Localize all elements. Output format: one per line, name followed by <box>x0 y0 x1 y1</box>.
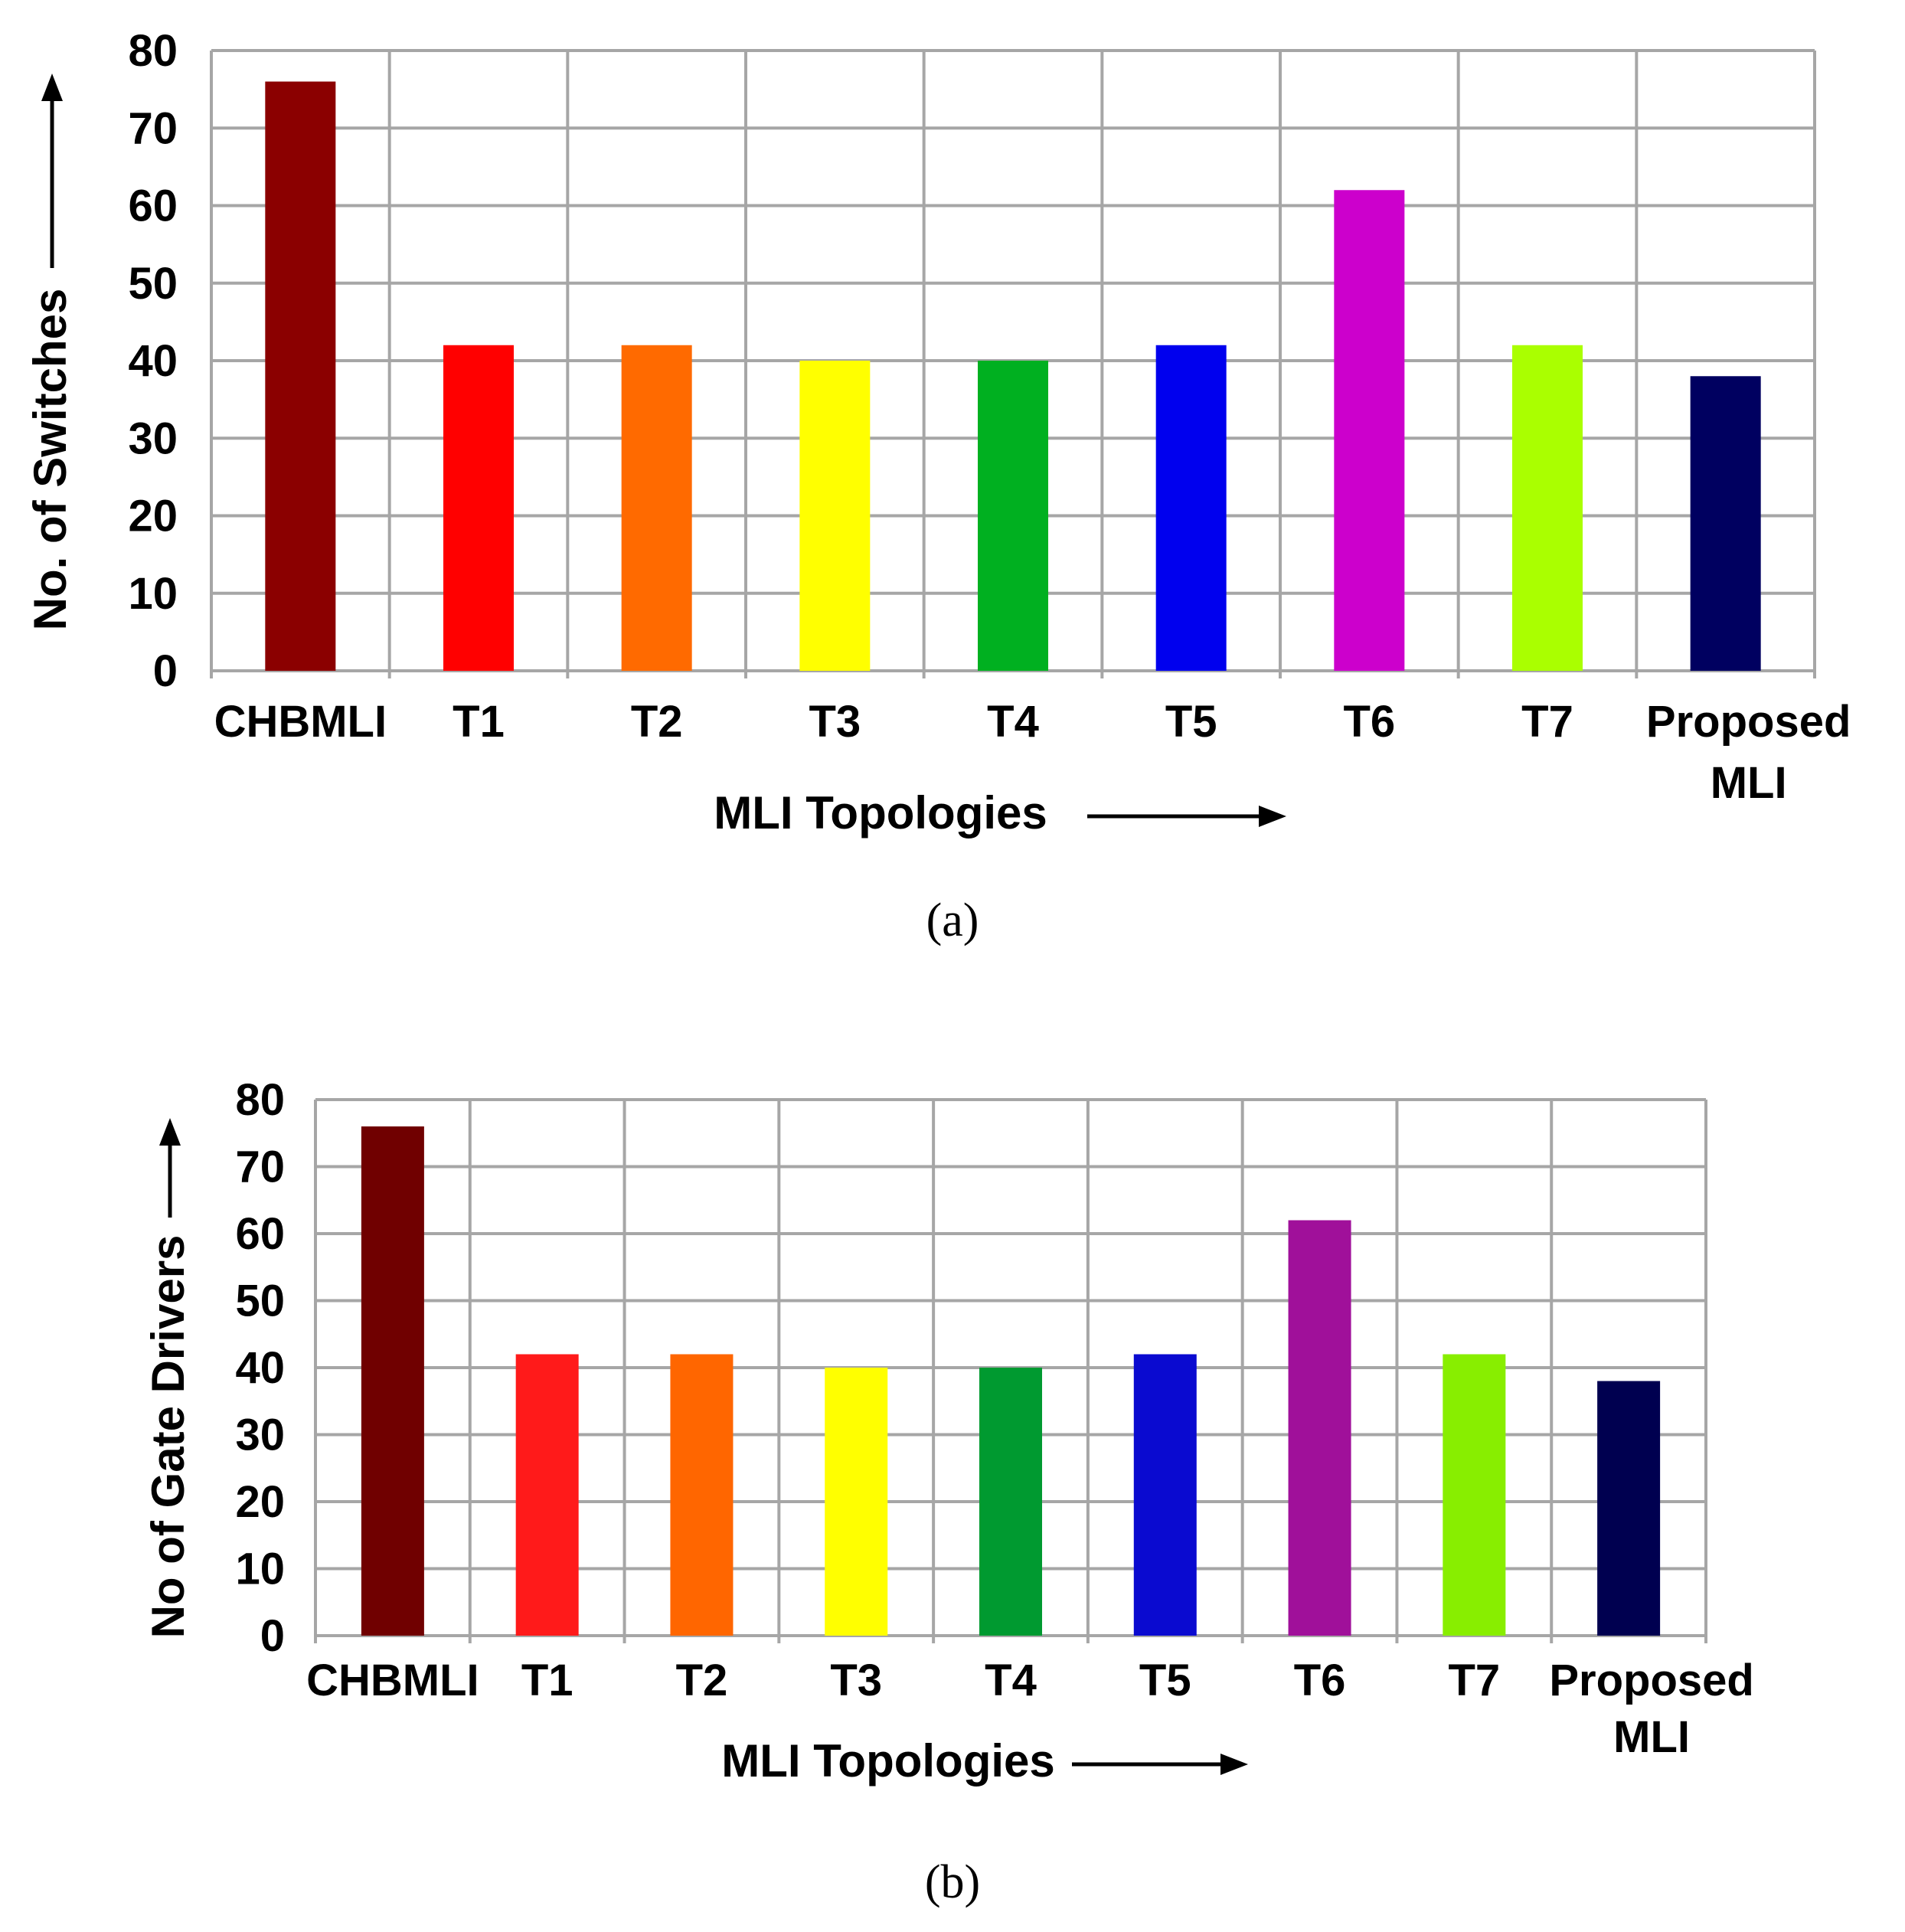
bar-a-8 <box>1690 376 1761 671</box>
y-tick-label-a-2: 20 <box>128 492 178 541</box>
y-tick-label-a-6: 60 <box>128 181 178 231</box>
y-axis-arrow-head-a <box>41 74 63 101</box>
bar-b-7 <box>1443 1354 1506 1636</box>
x-tick-label-b-2: T2 <box>676 1656 728 1705</box>
bar-b-2 <box>670 1354 734 1636</box>
chart-a: (a) 0 10 20 30 40 50 60 70 80 CHBMLI T1 T2 T3 T4 T5 T6 T… <box>25 26 1851 946</box>
y-axis-title-a: No. of Switches <box>25 289 76 631</box>
x-tick-label-a-4: T4 <box>987 697 1039 747</box>
y-tick-label-b-7: 70 <box>235 1143 285 1192</box>
y-tick-label-a-4: 40 <box>128 336 178 386</box>
x-axis-arrow-head-a <box>1259 806 1286 827</box>
y-tick-label-a-0: 0 <box>153 646 178 696</box>
x-tick-label-a-5: T5 <box>1165 697 1217 747</box>
y-axis-arrow-head-b <box>159 1118 181 1146</box>
x-tick-label-a-6: T6 <box>1343 697 1395 747</box>
bar-b-6 <box>1288 1220 1351 1636</box>
bar-a-4 <box>978 361 1048 671</box>
bar-a-0 <box>265 81 336 671</box>
y-axis-title-b: No of Gate Drivers <box>142 1235 194 1639</box>
x-tick-label-b-4: T4 <box>985 1656 1037 1705</box>
y-tick-label-a-5: 50 <box>128 259 178 309</box>
x-axis-title-b: MLI Topologies <box>721 1735 1055 1787</box>
chart-b: (b) 0 10 20 30 40 50 60 70 80 CHBMLI T1 T2 T3 T4 T5 T6 T… <box>142 1075 1754 1908</box>
y-tick-label-b-6: 60 <box>235 1209 285 1259</box>
x-tick-label-b-0: CHBMLI <box>306 1656 479 1705</box>
bar-a-7 <box>1512 345 1583 671</box>
x-tick-label-b-6: T6 <box>1294 1656 1346 1705</box>
x-tick-label-a-1: T1 <box>453 697 505 747</box>
y-tick-label-b-2: 20 <box>235 1477 285 1527</box>
y-tick-label-b-3: 30 <box>235 1411 285 1460</box>
x-tick-label-b-8: Proposed MLI <box>1549 1656 1754 1762</box>
x-tick-label-a-7: T7 <box>1521 697 1573 747</box>
bar-a-5 <box>1155 345 1227 671</box>
y-tick-label-a-1: 10 <box>128 569 178 619</box>
bar-a-3 <box>799 361 871 671</box>
x-tick-label-b-3: T3 <box>830 1656 882 1705</box>
y-tick-label-a-7: 70 <box>128 103 178 153</box>
bar-b-0 <box>361 1126 424 1636</box>
y-tick-label-a-8: 80 <box>128 26 178 76</box>
bar-a-6 <box>1334 190 1405 671</box>
bar-a-2 <box>621 345 692 671</box>
y-tick-label-b-0: 0 <box>260 1611 285 1661</box>
y-tick-label-b-8: 80 <box>235 1075 285 1125</box>
x-axis-title-a: MLI Topologies <box>714 787 1047 839</box>
x-tick-label-b-1: T1 <box>521 1656 573 1705</box>
y-tick-label-b-1: 10 <box>235 1545 285 1594</box>
x-tick-label-a-8: Proposed MLI <box>1646 697 1851 808</box>
x-tick-label-b-7: T7 <box>1448 1656 1500 1705</box>
bar-b-1 <box>515 1354 579 1636</box>
bar-b-5 <box>1133 1354 1197 1636</box>
bar-b-8 <box>1597 1381 1661 1636</box>
y-tick-label-a-3: 30 <box>128 414 178 463</box>
bar-a-1 <box>443 345 514 671</box>
bar-b-4 <box>979 1368 1042 1636</box>
x-tick-label-a-2: T2 <box>631 697 683 747</box>
x-tick-label-b-5: T5 <box>1139 1656 1191 1705</box>
x-axis-arrow-head-b <box>1220 1754 1248 1775</box>
bar-b-3 <box>825 1368 888 1636</box>
x-tick-label-a-3: T3 <box>809 697 861 747</box>
y-tick-label-b-5: 50 <box>235 1277 285 1326</box>
y-tick-label-b-4: 40 <box>235 1343 285 1393</box>
caption-b: (b) <box>925 1856 980 1908</box>
caption-a: (a) <box>926 894 979 946</box>
x-tick-label-a-0: CHBMLI <box>214 697 387 747</box>
